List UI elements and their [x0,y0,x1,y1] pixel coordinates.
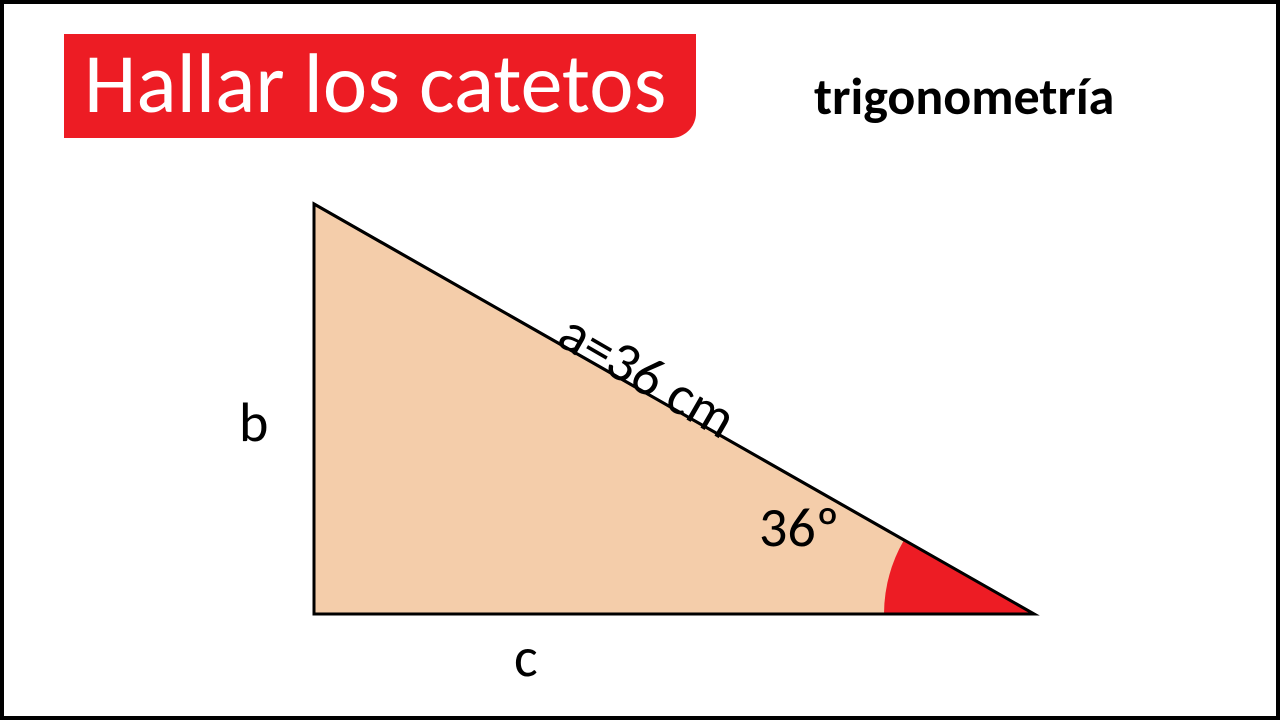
subtitle-text: trigonometría [814,64,1114,128]
label-vertical-leg: b [239,389,268,457]
title-text: Hallar los catetos [84,32,666,135]
triangle-diagram: b c a=36 cm 36º [224,194,1064,684]
label-horizontal-leg: c [514,624,538,692]
title-banner: Hallar los catetos [64,34,696,138]
triangle-svg [224,194,1064,684]
label-angle: 36º [759,494,839,562]
